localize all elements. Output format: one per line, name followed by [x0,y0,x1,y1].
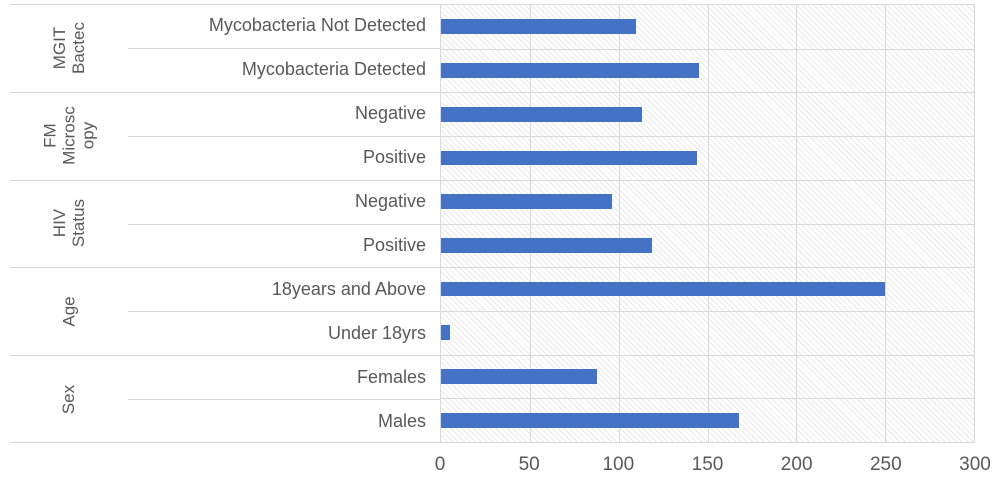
group-label: Sex [59,384,79,414]
group-separator-line [10,267,440,269]
category-label: Mycobacteria Not Detected [208,15,426,36]
group-label-cell: Sex [10,355,128,443]
x-tick-label: 100 [602,454,635,475]
group-separator-line [10,355,440,357]
category-label: 18years and Above [271,278,426,299]
group-label-cell: Age [10,267,128,355]
bar [441,19,637,35]
group-label: FM Microsc opy [40,106,98,165]
category-label: Positive [362,234,426,255]
group-separator-line [10,91,440,93]
bar [441,325,450,341]
group-separator-line [10,4,440,5]
group-label-cell: FM Microsc opy [10,92,128,180]
category-label: Males [377,410,426,431]
category-separator-line [128,311,440,313]
vertical-gridline [707,5,709,442]
category-separator-line [128,399,440,401]
category-separator-line [128,135,440,137]
x-tick-label: 200 [780,454,813,475]
category-label: Females [356,366,426,387]
plot-area [440,4,975,443]
category-separator-line [128,223,440,225]
group-label: Age [59,296,79,327]
category-axis-labels: MGIT Bactec Mycobacteria Not Detected Myco… [0,4,440,443]
bar [441,281,886,297]
x-tick-label: 50 [518,454,540,475]
category-separator-line [128,47,440,49]
x-tick-label: 250 [869,454,902,475]
category-label: Under 18yrs [327,322,426,343]
bar [441,106,642,122]
group-separator-line [10,442,440,443]
bar [441,63,699,78]
group-separator-line [10,179,440,181]
group-label-cell: HIV Status [10,180,128,268]
group-label-cell: MGIT Bactec [10,4,128,92]
vertical-gridline [618,5,620,442]
group-label: HIV Status [49,199,88,248]
bar [441,412,740,428]
group-label: MGIT Bactec [49,21,88,74]
bar [441,194,612,210]
vertical-gridline [796,5,798,442]
x-tick-label: 150 [691,454,724,475]
x-tick-label: 300 [959,454,991,475]
x-axis-tick-labels: 0 50 100 150 200 250 300 [435,454,991,482]
vertical-gridline [885,5,887,442]
category-label: Negative [354,191,426,212]
bar [441,150,697,166]
category-label: Positive [362,147,426,168]
bar [441,237,653,253]
category-label: Mycobacteria Detected [241,59,426,80]
category-label: Negative [354,103,426,124]
x-tick-label: 0 [434,454,446,475]
vertical-gridline [529,5,531,442]
bar [441,369,598,384]
